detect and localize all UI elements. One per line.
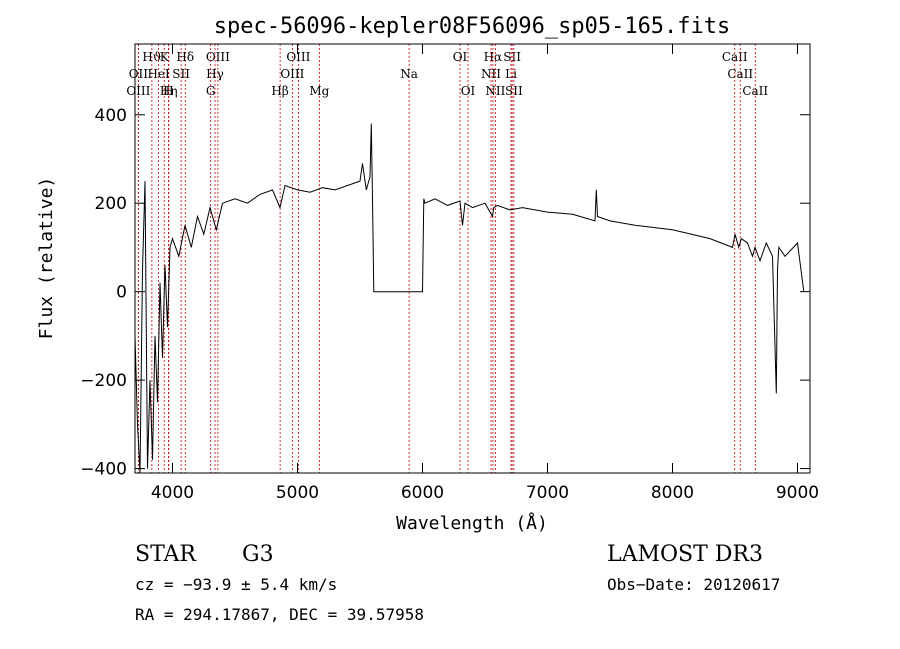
- x-tick-label: 9000: [776, 483, 819, 503]
- y-tick-label: 0: [116, 283, 127, 303]
- line-marker-label: OIII: [280, 67, 304, 81]
- coordinates: RA = 294.17867, DEC = 39.57958: [135, 605, 424, 624]
- line-marker-label: Hδ: [176, 50, 194, 64]
- line-marker-label: HeI: [147, 67, 170, 81]
- x-tick-label: 4000: [151, 483, 194, 503]
- x-tick-label: 6000: [401, 483, 444, 503]
- y-tick-label: 200: [95, 194, 127, 214]
- x-tick-label: 5000: [276, 483, 319, 503]
- y-tick-label: −400: [80, 460, 127, 480]
- spectrum-line: [134, 123, 805, 474]
- line-marker-label: SII: [503, 50, 521, 64]
- line-marker-label: SII: [505, 84, 523, 98]
- line-marker-label: G: [206, 84, 216, 98]
- line-marker-label: NII: [485, 84, 505, 98]
- line-marker-label: Hβ: [271, 84, 288, 98]
- survey-name: LAMOST DR3: [607, 542, 763, 567]
- line-marker-label: OI: [461, 84, 476, 98]
- plot-frame: [134, 43, 811, 474]
- line-marker-label: K: [160, 50, 170, 64]
- line-marker-label: Na: [400, 67, 418, 81]
- line-marker-label: Li: [505, 67, 517, 81]
- object-subclass: G3: [242, 542, 274, 567]
- x-tick-label: 7000: [526, 483, 569, 503]
- obs-date: Obs−Date: 20120617: [607, 575, 780, 594]
- y-tick-label: 400: [95, 106, 127, 126]
- x-axis-label: Wavelength (Å): [396, 512, 548, 534]
- line-marker-label: OIII: [126, 84, 150, 98]
- axis-ticks: 4000 5000 6000 7000 8000 9000 −400 −200 0 200 400: [80, 44, 819, 503]
- line-marker-label: CaII: [742, 84, 768, 98]
- line-marker-label: CaII: [727, 67, 753, 81]
- line-marker-label: Hη: [160, 84, 178, 98]
- redshift-cz: cz = −93.9 ± 5.4 km/s: [135, 575, 337, 594]
- line-marker-label: H: [163, 84, 173, 98]
- chart-title: spec-56096-kepler08F56096_sp05-165.fits: [214, 14, 731, 39]
- line-marker-label: Mg: [309, 84, 329, 98]
- line-marker-label: OIII: [206, 50, 230, 64]
- line-marker-label: NII: [481, 67, 501, 81]
- y-tick-label: −200: [80, 371, 127, 391]
- line-marker-label: OIII: [286, 50, 310, 64]
- x-tick-label: 8000: [651, 483, 694, 503]
- line-marker-label: Hϑ: [142, 50, 161, 64]
- object-class: STAR: [135, 542, 197, 567]
- line-marker-label: Hγ: [206, 67, 224, 81]
- line-marker-label: SII: [172, 67, 190, 81]
- line-marker-label: Hα: [484, 50, 503, 64]
- line-marker-label: OI: [453, 50, 468, 64]
- line-marker-label: CaII: [722, 50, 748, 64]
- y-axis-label: Flux (relative): [36, 177, 57, 340]
